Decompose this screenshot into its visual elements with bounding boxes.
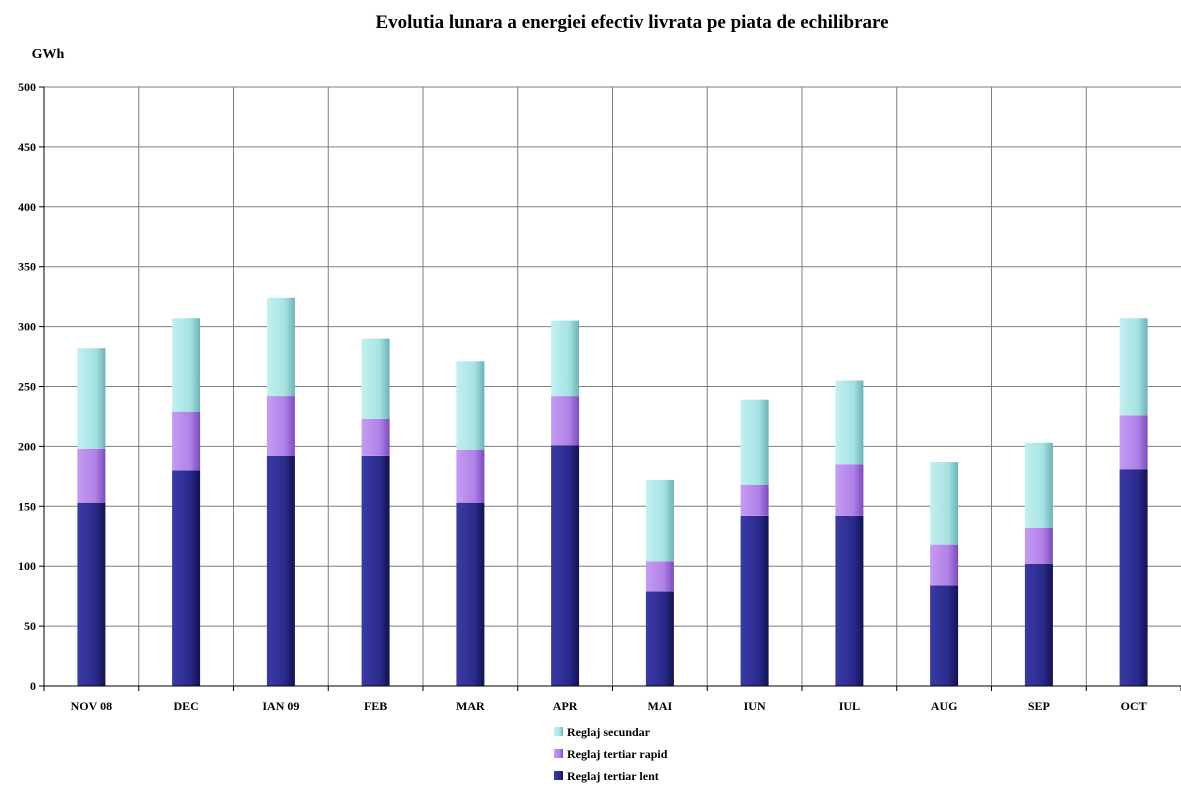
bar-segment-1 — [551, 396, 580, 446]
x-tick-label: AUG — [931, 699, 958, 713]
y-tick-label: 200 — [18, 439, 36, 453]
bar-segment-1 — [740, 484, 769, 516]
x-tick-label: IUL — [839, 699, 860, 713]
legend-label: Reglaj secundar — [567, 725, 651, 739]
legend: Reglaj secundar Reglaj tertiar rapid Regla… — [554, 725, 668, 783]
bar-segment-1 — [172, 411, 201, 471]
y-tick-label: 100 — [18, 559, 36, 573]
bar-segment-0 — [266, 456, 295, 686]
x-tick-label: DEC — [173, 699, 198, 713]
y-tick-label: 0 — [30, 679, 36, 693]
bar-segment-2 — [930, 462, 959, 545]
x-tick-label: NOV 08 — [71, 699, 112, 713]
y-tick-label: 250 — [18, 380, 36, 394]
x-tick-label: IUN — [744, 699, 766, 713]
bar-segment-0 — [930, 585, 959, 686]
bar-segment-2 — [740, 399, 769, 485]
y-tick-label: 150 — [18, 499, 36, 513]
bar-segment-0 — [551, 445, 580, 686]
bar-segment-2 — [835, 380, 864, 465]
y-axis-unit-label: GWh — [32, 47, 65, 62]
bar-segment-2 — [361, 338, 390, 419]
bar-segment-0 — [835, 515, 864, 686]
bar-segment-1 — [1119, 415, 1148, 470]
legend-label: Reglaj tertiar lent — [567, 769, 659, 783]
bar-segment-2 — [172, 318, 201, 412]
x-tick-label: FEB — [364, 699, 387, 713]
bar-segment-2 — [1119, 318, 1148, 416]
x-tick-labels: NOV 08 DEC IAN 09 FEB MAR APR MAI IUN IUL AUG SEP O… — [71, 699, 1147, 713]
y-tick-label: 400 — [18, 200, 36, 214]
x-tick-label: MAR — [456, 699, 485, 713]
x-tick-label: SEP — [1028, 699, 1050, 713]
chart-title: Evolutia lunara a energiei efectiv livra… — [375, 12, 888, 33]
bar-segment-0 — [645, 591, 674, 686]
bar-segment-2 — [77, 348, 106, 449]
bar-segment-2 — [551, 320, 580, 397]
x-tick-label: OCT — [1121, 699, 1147, 713]
legend-label: Reglaj tertiar rapid — [567, 747, 668, 761]
y-tick-label: 350 — [18, 260, 36, 274]
bar-segment-1 — [361, 418, 390, 456]
bar-segment-1 — [1024, 527, 1053, 564]
y-tick-label: 300 — [18, 320, 36, 334]
legend-swatch — [554, 749, 563, 758]
bar-segment-0 — [361, 456, 390, 686]
x-tick-label: APR — [553, 699, 578, 713]
legend-swatch — [554, 727, 563, 736]
bar-segment-0 — [1119, 469, 1148, 686]
bar-segment-2 — [456, 361, 485, 450]
bar-segment-1 — [266, 396, 295, 456]
y-tick-label: 50 — [24, 619, 36, 633]
bars — [77, 297, 1148, 686]
y-tick-label: 500 — [18, 80, 36, 94]
y-tick-labels: 0 50 100 150 200 250 300 350 400 450 500 — [18, 80, 36, 693]
bar-segment-2 — [645, 479, 674, 562]
bar-segment-2 — [266, 297, 295, 396]
bar-segment-0 — [77, 502, 106, 686]
bar-segment-2 — [1024, 442, 1053, 528]
bar-segment-1 — [456, 450, 485, 503]
bar-segment-1 — [77, 448, 106, 503]
bar-segment-1 — [645, 561, 674, 592]
y-tick-label: 450 — [18, 140, 36, 154]
bar-segment-0 — [172, 470, 201, 686]
bar-segment-0 — [740, 515, 769, 686]
bar-segment-0 — [456, 502, 485, 686]
x-tick-label: MAI — [648, 699, 673, 713]
bar-segment-0 — [1024, 563, 1053, 686]
legend-swatch — [554, 771, 563, 780]
axes — [39, 86, 1181, 691]
x-tick-label: IAN 09 — [262, 699, 299, 713]
gridlines — [44, 86, 1181, 686]
bar-segment-1 — [930, 544, 959, 586]
bar-segment-1 — [835, 464, 864, 516]
